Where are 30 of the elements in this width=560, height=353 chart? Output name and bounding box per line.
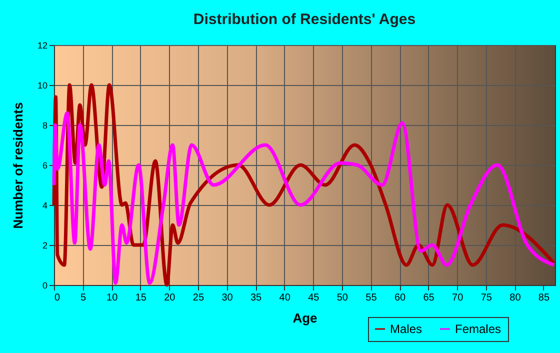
y-tick-label: 8: [42, 120, 48, 130]
x-axis-title: Age: [292, 310, 318, 326]
x-tick-label: 25: [192, 292, 204, 304]
x-tick-label: 40: [279, 292, 291, 304]
x-tick-label: 5: [80, 292, 87, 304]
y-tick-label: 12: [37, 40, 48, 50]
x-tick-label: 65: [423, 292, 435, 304]
x-tick-label: 70: [452, 292, 464, 304]
x-tick-label: 45: [308, 292, 320, 304]
x-tick-label: 0: [54, 292, 60, 304]
x-tick-label: 60: [394, 292, 406, 304]
x-tick-label: 10: [106, 292, 118, 304]
y-tick-label: 4: [42, 200, 48, 210]
x-tick-label: 75: [480, 292, 492, 304]
chart-title: Distribution of Residents' Ages: [193, 11, 416, 28]
x-tick-label: 30: [222, 292, 234, 304]
y-tick-label: 6: [42, 160, 48, 170]
x-tick-label: 55: [366, 292, 378, 304]
legend-label: Males: [390, 322, 422, 336]
x-tick-label: 35: [250, 292, 262, 304]
y-tick-label: 10: [37, 80, 48, 90]
y-axis-title: Number of residents: [10, 102, 26, 229]
y-tick-label: 2: [42, 240, 48, 250]
x-tick-label: 15: [135, 292, 147, 304]
x-tick-label: 50: [336, 292, 348, 304]
legend-label: Females: [455, 322, 502, 336]
x-tick-label: 85: [538, 292, 550, 304]
y-tick-label: 0: [42, 280, 48, 290]
x-tick-label: 20: [164, 292, 176, 304]
x-tick-label: 80: [510, 292, 522, 304]
